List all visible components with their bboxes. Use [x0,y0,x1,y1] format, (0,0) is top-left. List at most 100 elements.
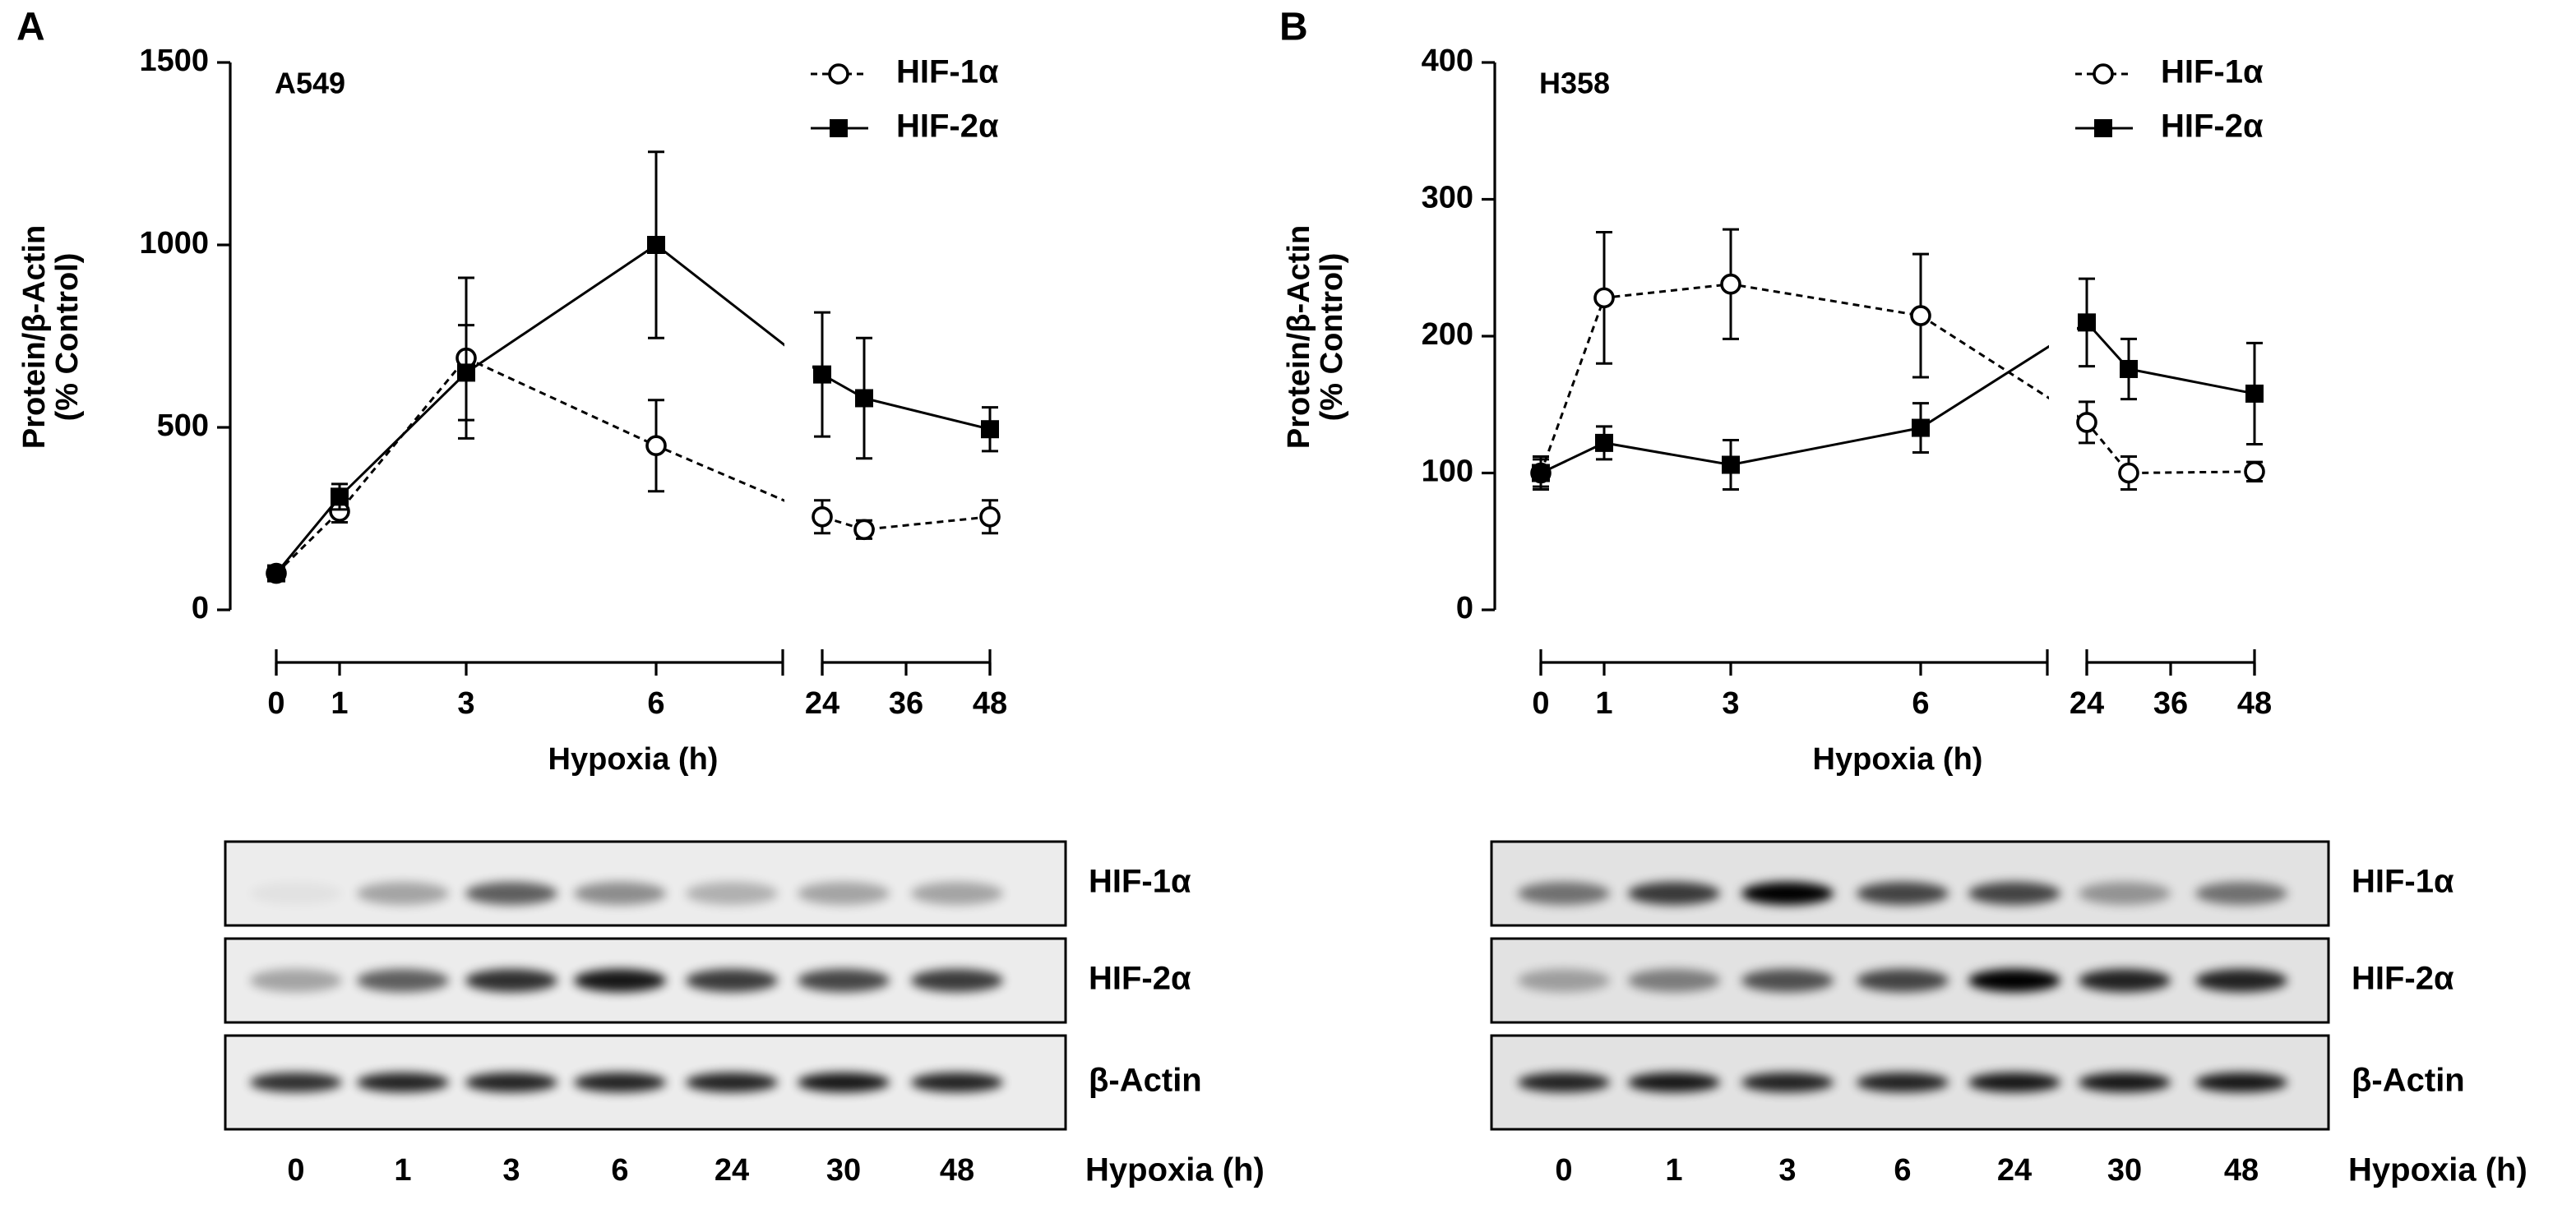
y-axis-label: (% Control) [50,253,85,422]
x-tick-label: 0 [267,686,284,721]
data-point [813,365,831,384]
legend-label: HIF-2α [2161,108,2264,145]
blot-band [1857,882,1949,905]
blot-band [250,882,342,905]
data-point [2245,384,2264,403]
blot-row-label: HIF-1α [2352,864,2454,900]
axis-break-gap [2049,49,2077,623]
blot-band [2195,882,2287,905]
x-tick-label: 0 [1532,686,1549,721]
y-tick-label: 500 [157,408,209,443]
y-tick-label: 100 [1422,455,1473,489]
legend-marker [2094,119,2112,137]
panel-letter: A [16,6,45,49]
blot-band [1741,1073,1834,1092]
y-axis-label: Protein/β-Actin [1282,225,1316,449]
blot-band [574,1073,666,1092]
blot-band [1857,969,1949,992]
x-tick-label: 6 [1912,686,1929,721]
x-tick-label: 3 [457,686,474,721]
blot-band [465,1073,557,1092]
cell-line-label: H358 [1539,67,1610,100]
data-point [2120,359,2138,378]
y-tick-label: 400 [1422,44,1473,78]
blot-band [1518,882,1610,905]
data-point [812,505,833,528]
data-point [645,435,667,457]
blot-lane-label: 30 [2107,1153,2142,1188]
cell-line-label: A549 [275,67,345,100]
blot-band [250,969,342,992]
blot-band [1857,1073,1949,1092]
blot-band [2079,882,2171,905]
data-point [1593,287,1615,309]
data-point [981,420,999,439]
data-point [2244,461,2265,482]
blot-row-label: HIF-2α [1089,961,1191,997]
data-point [267,564,285,583]
blot-band [2079,969,2171,992]
blot-row-label: β-Actin [1089,1063,1202,1099]
blot-band [798,1073,890,1092]
data-point [647,236,665,254]
blot-band [798,882,890,905]
x-tick-label: 3 [1722,686,1739,721]
data-point [853,519,875,541]
x-tick-label: 24 [2070,686,2104,721]
blot-lane-label: 24 [1997,1153,2032,1188]
blot-band [357,969,449,992]
blot-band [357,1073,449,1092]
data-point [457,363,475,382]
blot-band [911,882,1003,905]
y-tick-label: 0 [192,591,209,625]
data-point [1910,305,1931,326]
blot-band [1741,882,1834,905]
x-tick-label: 48 [973,686,1007,721]
blot-panel [224,840,1067,927]
x-tick-label: 24 [805,686,839,721]
y-axis-label: Protein/β-Actin [17,225,52,449]
blot-band [686,1073,778,1092]
blot-lane-label: 30 [826,1153,861,1188]
blot-lane-label: 24 [715,1153,749,1188]
blot-band [1741,969,1834,992]
data-point [855,389,873,408]
blot-lane-label: 3 [1778,1153,1796,1188]
blot-lane-label: 1 [1665,1153,1682,1188]
x-tick-label: 48 [2237,686,2272,721]
blot-band [1628,882,1720,905]
blot-lane-label: 6 [1894,1153,1911,1188]
legend-marker [830,119,848,137]
data-point [331,487,349,506]
data-point [1912,418,1930,437]
blot-band [798,969,890,992]
data-point [979,505,1001,528]
blot-band [574,969,666,992]
data-point [1595,433,1613,452]
blot-band [686,882,778,905]
blot-band [1968,882,2060,905]
blot-row-label: β-Actin [2352,1063,2465,1099]
blot-band [2195,1073,2287,1092]
data-point [2076,412,2097,433]
data-point [1532,464,1550,482]
blot-band [1628,969,1720,992]
blot-band [465,969,557,992]
blot-lane-label: 48 [2224,1153,2259,1188]
blot-band [1518,1073,1610,1092]
legend-marker [828,63,849,85]
blot-band [2195,969,2287,992]
x-tick-label: 1 [1595,686,1612,721]
x-tick-label: 6 [647,686,664,721]
y-tick-label: 200 [1422,317,1473,352]
blot-band [465,882,557,905]
blot-lane-label: 6 [611,1153,628,1188]
x-tick-label: 1 [331,686,348,721]
blot-band [574,882,666,905]
blot-lane-label: 0 [1555,1153,1572,1188]
blot-band [1968,1073,2060,1092]
data-point [1722,455,1740,474]
blot-band [1518,969,1610,992]
